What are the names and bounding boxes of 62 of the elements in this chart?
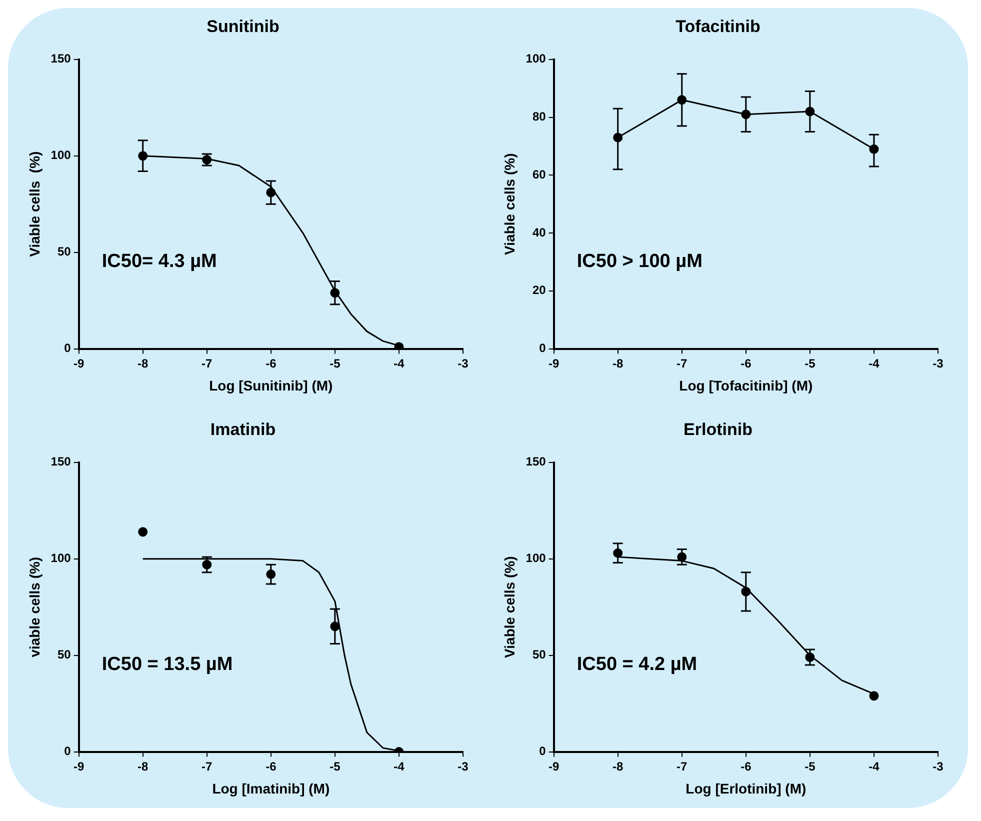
x-tick-label: -5 xyxy=(330,356,341,370)
chart-title: Tofacitinib xyxy=(676,16,760,36)
y-tick-label: 100 xyxy=(526,52,546,66)
x-tick-label: -3 xyxy=(932,758,944,773)
x-tick-label: -9 xyxy=(73,758,84,773)
y-tick-label: 50 xyxy=(57,647,72,662)
x-tick-label: -3 xyxy=(932,356,944,370)
x-tick-label: -6 xyxy=(740,758,752,773)
y-tick-label: 80 xyxy=(532,110,546,124)
chart-title: Sunitinib xyxy=(206,16,280,36)
y-tick-label: 40 xyxy=(532,225,546,240)
x-tick-label: -7 xyxy=(676,758,688,773)
y-axis-title: Viable cells (%) xyxy=(501,556,518,658)
y-tick-label: 0 xyxy=(539,744,546,758)
y-axis-title: Viable cells (%) xyxy=(501,153,518,255)
y-tick-label: 60 xyxy=(532,167,546,182)
x-tick-label: -4 xyxy=(394,758,405,773)
x-tick-label: -4 xyxy=(868,758,880,773)
x-tick-label: -7 xyxy=(202,356,213,370)
x-tick-label: -8 xyxy=(612,758,624,773)
x-tick-label: -9 xyxy=(548,758,560,773)
y-tick-label: 150 xyxy=(50,52,72,66)
x-tick-label: -6 xyxy=(740,356,752,370)
annotation: IC50 > 100 µM xyxy=(576,251,702,272)
chart-title: Imatinib xyxy=(210,419,276,438)
x-tick-label: -5 xyxy=(804,758,816,773)
annotation: IC50= 4.3 µM xyxy=(102,251,217,272)
y-axis-title: viable cells (%) xyxy=(26,556,42,657)
x-axis-title: Log [Erlotinib] (M) xyxy=(686,780,806,796)
annotation: IC50 = 13.5 µM xyxy=(102,654,233,675)
y-tick-label: 100 xyxy=(526,550,546,565)
x-tick-label: -8 xyxy=(612,356,624,370)
annotation: IC50 = 4.2 µM xyxy=(576,654,698,675)
y-tick-label: 100 xyxy=(50,550,72,565)
y-tick-label: 0 xyxy=(539,341,546,356)
x-axis-title: Log [Tofacitinib] (M) xyxy=(679,377,813,394)
x-axis-title: Log [Sunitinib] (M) xyxy=(209,377,333,394)
y-tick-label: 100 xyxy=(50,148,72,162)
x-tick-label: -9 xyxy=(548,356,560,370)
y-axis-title: Viable cells (%) xyxy=(26,151,42,257)
y-tick-label: 0 xyxy=(64,744,72,758)
x-tick-label: -5 xyxy=(804,356,816,370)
x-tick-label: -7 xyxy=(202,758,213,773)
x-tick-label: -7 xyxy=(676,356,688,370)
x-tick-label: -4 xyxy=(868,356,880,370)
x-tick-label: -6 xyxy=(266,356,277,370)
y-tick-label: 150 xyxy=(50,454,72,468)
x-tick-label: -4 xyxy=(394,356,405,370)
y-tick-label: 50 xyxy=(57,244,72,259)
x-axis-title: Log [Imatinib] (M) xyxy=(212,780,330,796)
y-tick-label: 150 xyxy=(526,454,546,468)
y-tick-label: 20 xyxy=(532,283,546,298)
x-tick-label: -3 xyxy=(458,356,469,370)
x-tick-label: -6 xyxy=(266,758,277,773)
x-tick-label: -5 xyxy=(330,758,341,773)
y-tick-label: 50 xyxy=(532,647,546,662)
chart-title: Erlotinib xyxy=(684,419,752,438)
y-tick-label: 0 xyxy=(64,341,72,356)
x-tick-label: -3 xyxy=(458,758,469,773)
x-tick-label: -8 xyxy=(138,356,149,370)
x-tick-label: -9 xyxy=(73,356,84,370)
x-tick-label: -8 xyxy=(138,758,149,773)
